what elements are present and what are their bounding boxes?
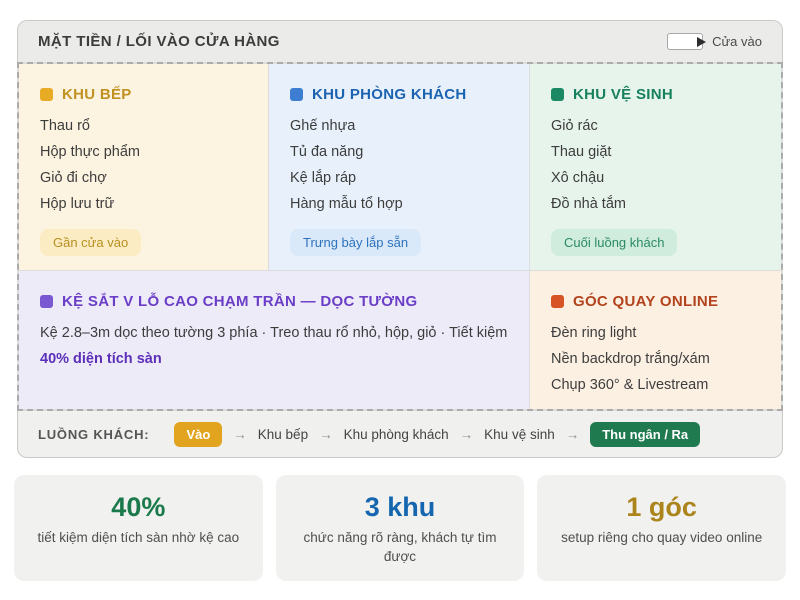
zone-kitchen-badge: Gần cửa vào bbox=[40, 229, 142, 256]
stat-value: 3 khu bbox=[364, 492, 436, 522]
zone-online-corner-items: Đèn ring light Nền backdrop trắng/xám Ch… bbox=[551, 320, 760, 398]
arrow-right-icon: → bbox=[459, 426, 474, 442]
arrow-right-icon: → bbox=[233, 426, 247, 442]
zone-bathroom: KHU VỆ SINH Giỏ rác Thau giặt Xô chậu Đồ… bbox=[530, 64, 781, 270]
list-item: Đèn ring light bbox=[551, 325, 637, 341]
zone-swatch-icon bbox=[40, 88, 53, 101]
zone-bathroom-badge: Cuối luồng khách bbox=[551, 229, 678, 256]
flow-step: Khu bếp bbox=[257, 426, 309, 442]
flow-entry-badge: Vào bbox=[174, 421, 223, 447]
zone-title-label: KHU VỆ SINH bbox=[573, 86, 673, 103]
stat-card-zones: 3 khu chức năng rõ ràng, khách tự tìm đư… bbox=[275, 475, 525, 581]
arrow-right-icon: → bbox=[565, 426, 580, 442]
list-item: Xô chậu bbox=[551, 170, 605, 186]
zones-grid: KHU BẾP Thau rổ Hộp thực phẩm Giỏ đi chợ… bbox=[17, 62, 783, 411]
list-item: Hộp thực phẩm bbox=[40, 144, 140, 160]
list-item: Đồ nhà tắm bbox=[551, 196, 626, 212]
stat-value: 1 góc bbox=[626, 492, 697, 522]
list-item: Thau rổ bbox=[40, 118, 90, 134]
list-item: Hộp lưu trữ bbox=[40, 196, 115, 212]
zone-wall-shelf-title: KỆ SẮT V LỖ CAO CHẠM TRẦN — DỌC TƯỜNG bbox=[40, 293, 508, 310]
stat-value: 40% bbox=[111, 492, 166, 522]
zone-swatch-icon bbox=[551, 295, 564, 308]
zone-kitchen-items: Thau rổ Hộp thực phẩm Giỏ đi chợ Hộp lưu… bbox=[40, 113, 247, 217]
list-item: Ghế nhựa bbox=[290, 118, 356, 134]
customer-flow-bar: LUỒNG KHÁCH: Vào → Khu bếp → Khu phòng k… bbox=[17, 411, 783, 458]
stat-caption: tiết kiệm diện tích sàn nhờ kệ cao bbox=[37, 530, 240, 545]
zone-living-room-items: Ghế nhựa Tủ đa năng Kệ lắp ráp Hàng mẫu … bbox=[290, 113, 508, 217]
zone-bathroom-title: KHU VỆ SINH bbox=[551, 86, 760, 103]
zone-swatch-icon bbox=[40, 295, 53, 308]
zone-online-corner-title: GÓC QUAY ONLINE bbox=[551, 293, 760, 310]
zone-swatch-icon bbox=[290, 88, 303, 101]
zone-wall-shelf: KỆ SẮT V LỖ CAO CHẠM TRẦN — DỌC TƯỜNG Kệ… bbox=[19, 271, 529, 409]
wall-shelf-desc-text: Kệ 2.8–3m dọc theo tường 3 phía · Treo t… bbox=[40, 325, 508, 341]
zone-living-room-title: KHU PHÒNG KHÁCH bbox=[290, 86, 508, 103]
flow-label: LUỒNG KHÁCH: bbox=[38, 426, 150, 442]
stat-caption: chức năng rõ ràng, khách tự tìm được bbox=[303, 530, 497, 564]
door-icon bbox=[667, 33, 707, 50]
zone-kitchen: KHU BẾP Thau rổ Hộp thực phẩm Giỏ đi chợ… bbox=[19, 64, 268, 270]
stat-caption: setup riêng cho quay video online bbox=[561, 530, 763, 545]
zone-title-label: KHU PHÒNG KHÁCH bbox=[312, 86, 467, 103]
flow-step: Khu phòng khách bbox=[343, 426, 449, 442]
list-item: Nền backdrop trắng/xám bbox=[551, 351, 710, 367]
zone-title-label: KHU BẾP bbox=[62, 86, 132, 103]
zone-living-room-badge: Trưng bày lắp sẵn bbox=[290, 229, 422, 256]
stat-cards: 40% tiết kiệm diện tích sàn nhờ kệ cao 3… bbox=[14, 475, 786, 581]
zone-title-label: KỆ SẮT V LỖ CAO CHẠM TRẦN — DỌC TƯỜNG bbox=[62, 293, 418, 310]
arrow-right-icon: → bbox=[319, 426, 333, 442]
flow-step: Khu vệ sinh bbox=[484, 426, 555, 442]
stat-card-online-corner: 1 góc setup riêng cho quay video online bbox=[537, 475, 786, 581]
zone-title-label: GÓC QUAY ONLINE bbox=[573, 293, 719, 310]
door-arrow-icon bbox=[697, 36, 707, 47]
entrance-indicator: Cửa vào bbox=[667, 33, 762, 50]
list-item: Hàng mẫu tổ hợp bbox=[290, 196, 403, 212]
wall-shelf-desc-highlight: 40% diện tích sàn bbox=[40, 351, 162, 367]
list-item: Giỏ đi chợ bbox=[40, 170, 107, 186]
list-item: Kệ lắp ráp bbox=[290, 170, 357, 186]
wall-shelf-description: Kệ 2.8–3m dọc theo tường 3 phía · Treo t… bbox=[40, 320, 508, 372]
storefront-header: MẶT TIỀN / LỐI VÀO CỬA HÀNG Cửa vào bbox=[17, 20, 783, 62]
page-title: MẶT TIỀN / LỐI VÀO CỬA HÀNG bbox=[38, 33, 280, 50]
zone-swatch-icon bbox=[551, 88, 564, 101]
list-item: Thau giặt bbox=[551, 144, 612, 160]
flow-exit-badge: Thu ngân / Ra bbox=[590, 421, 701, 447]
zone-kitchen-title: KHU BẾP bbox=[40, 86, 247, 103]
entrance-label: Cửa vào bbox=[712, 34, 762, 49]
list-item: Chụp 360° & Livestream bbox=[551, 377, 709, 393]
layout-panel: MẶT TIỀN / LỐI VÀO CỬA HÀNG Cửa vào KHU … bbox=[17, 20, 783, 458]
stat-card-space-saving: 40% tiết kiệm diện tích sàn nhờ kệ cao bbox=[14, 475, 263, 581]
zone-online-corner: GÓC QUAY ONLINE Đèn ring light Nền backd… bbox=[530, 271, 781, 409]
list-item: Giỏ rác bbox=[551, 118, 598, 134]
zone-living-room: KHU PHÒNG KHÁCH Ghế nhựa Tủ đa năng Kệ l… bbox=[269, 64, 529, 270]
zone-bathroom-items: Giỏ rác Thau giặt Xô chậu Đồ nhà tắm bbox=[551, 113, 760, 217]
list-item: Tủ đa năng bbox=[290, 144, 364, 160]
